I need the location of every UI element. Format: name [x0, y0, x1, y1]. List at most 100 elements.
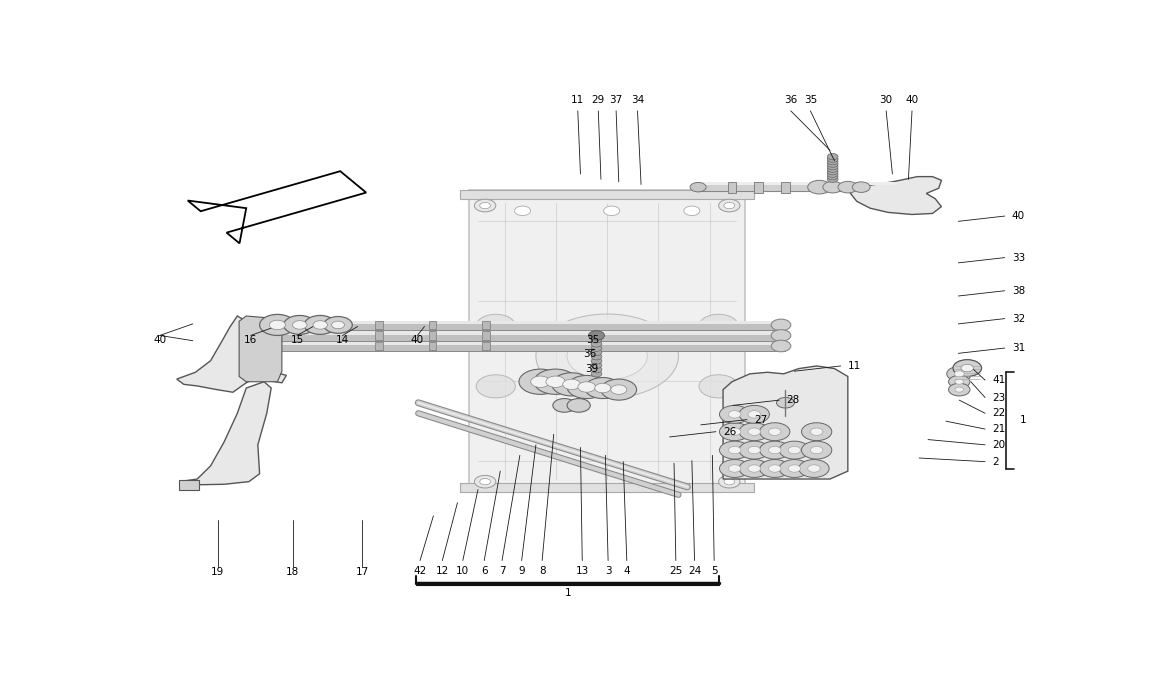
Text: 26: 26	[723, 427, 736, 436]
Circle shape	[475, 475, 496, 488]
Circle shape	[802, 423, 831, 441]
Circle shape	[772, 319, 791, 331]
Circle shape	[728, 410, 741, 418]
Circle shape	[567, 333, 647, 380]
Text: 8: 8	[539, 566, 545, 576]
Text: 1: 1	[565, 588, 572, 598]
Circle shape	[534, 369, 577, 394]
Text: 36: 36	[583, 349, 596, 359]
Bar	[754, 182, 764, 193]
Circle shape	[720, 406, 750, 423]
Circle shape	[739, 423, 769, 441]
Circle shape	[567, 399, 590, 413]
Circle shape	[768, 465, 781, 472]
Circle shape	[476, 375, 515, 398]
Circle shape	[684, 206, 700, 216]
Text: 12: 12	[436, 566, 449, 576]
Circle shape	[292, 321, 307, 329]
Bar	[260, 343, 785, 351]
Circle shape	[807, 465, 820, 472]
Circle shape	[720, 423, 750, 441]
Text: 3: 3	[605, 566, 612, 576]
Circle shape	[949, 376, 969, 388]
Circle shape	[699, 375, 738, 398]
Text: 13: 13	[576, 566, 589, 576]
Text: 6: 6	[481, 566, 488, 576]
Polygon shape	[179, 382, 271, 485]
Circle shape	[591, 362, 601, 368]
Text: 41: 41	[992, 375, 1005, 385]
Circle shape	[772, 330, 791, 342]
Circle shape	[567, 376, 606, 399]
Circle shape	[591, 366, 601, 373]
Circle shape	[760, 460, 790, 477]
Text: 11: 11	[572, 96, 584, 105]
Circle shape	[591, 341, 601, 347]
Circle shape	[760, 423, 790, 441]
Bar	[260, 333, 785, 341]
Circle shape	[961, 364, 974, 372]
Text: 37: 37	[610, 96, 623, 105]
Circle shape	[748, 465, 760, 472]
Circle shape	[827, 176, 838, 182]
Circle shape	[780, 441, 810, 459]
Circle shape	[546, 376, 565, 387]
Circle shape	[720, 441, 750, 459]
Circle shape	[748, 428, 760, 435]
Circle shape	[591, 354, 601, 360]
Circle shape	[476, 314, 515, 337]
Bar	[429, 331, 436, 339]
Text: 21: 21	[992, 424, 1005, 434]
Circle shape	[827, 169, 838, 175]
Circle shape	[601, 379, 637, 400]
Text: 11: 11	[848, 361, 861, 371]
Text: 22: 22	[992, 408, 1005, 418]
Circle shape	[953, 360, 982, 376]
Circle shape	[802, 441, 831, 459]
Text: 19: 19	[212, 567, 224, 577]
Bar	[483, 331, 490, 339]
Bar	[260, 342, 785, 345]
Text: 34: 34	[631, 96, 644, 105]
Bar	[179, 480, 199, 490]
Circle shape	[284, 316, 316, 335]
Circle shape	[591, 371, 601, 377]
Text: 42: 42	[413, 566, 427, 576]
Text: 35: 35	[586, 335, 599, 345]
Text: 4: 4	[623, 566, 630, 576]
Circle shape	[480, 202, 490, 209]
Bar	[460, 483, 754, 492]
Circle shape	[313, 321, 328, 329]
Circle shape	[811, 428, 823, 435]
Bar	[697, 184, 897, 191]
Circle shape	[562, 379, 581, 389]
Circle shape	[591, 358, 601, 364]
Circle shape	[728, 428, 741, 435]
Circle shape	[324, 316, 352, 333]
Circle shape	[260, 314, 296, 335]
Circle shape	[954, 387, 964, 392]
Circle shape	[780, 460, 810, 477]
Text: 38: 38	[1012, 285, 1025, 296]
Text: 40: 40	[153, 335, 167, 345]
Text: 5: 5	[711, 566, 718, 576]
Circle shape	[553, 399, 576, 413]
Text: 25: 25	[669, 566, 682, 576]
Circle shape	[827, 156, 838, 163]
Text: 29: 29	[591, 96, 605, 105]
Circle shape	[591, 337, 601, 343]
Circle shape	[760, 441, 790, 459]
Bar	[781, 182, 790, 193]
Circle shape	[724, 202, 735, 209]
Circle shape	[480, 479, 490, 485]
Circle shape	[591, 349, 601, 356]
Circle shape	[514, 206, 530, 216]
Text: 7: 7	[499, 566, 505, 576]
Circle shape	[269, 320, 285, 330]
Text: 14: 14	[336, 335, 350, 345]
Circle shape	[585, 378, 621, 399]
Text: 1: 1	[1020, 415, 1027, 426]
Circle shape	[799, 460, 829, 477]
Circle shape	[788, 447, 800, 454]
Circle shape	[748, 447, 760, 454]
